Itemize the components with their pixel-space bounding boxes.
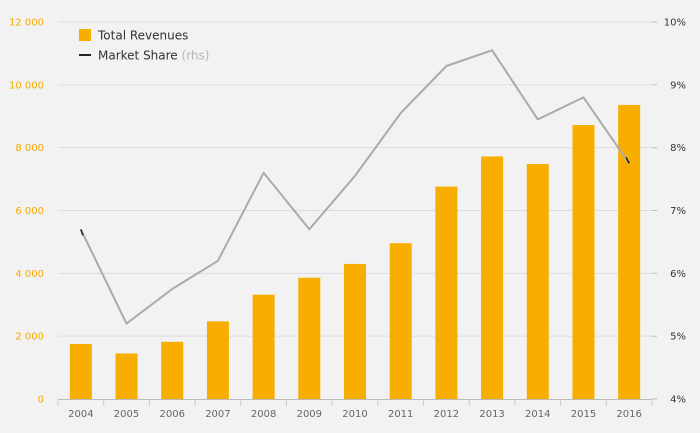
left-tick-label: 4 000 [15, 269, 44, 280]
legend-market-share-name: Market Share [98, 49, 178, 63]
market-share-line [79, 49, 631, 325]
x-tick-label-2015: 2015 [571, 409, 596, 420]
x-tick-label-2008: 2008 [251, 409, 276, 420]
revenue-bar-2014 [526, 164, 549, 399]
left-tick-label: 6 000 [15, 206, 44, 217]
revenue-bar-2010 [344, 263, 366, 399]
revenue-bar-2009 [298, 277, 321, 399]
right-tick-label: 6% [670, 269, 686, 280]
left-tick-label: 8 000 [15, 143, 44, 154]
market-share-line-group [79, 49, 631, 325]
legend-label-market-share: Market Share (rhs) [98, 49, 209, 63]
right-tick-label: 4% [670, 395, 686, 406]
legend-market-share-suffix: (rhs) [182, 49, 210, 63]
left-tick-label: 2 000 [15, 332, 44, 343]
x-tick-label-2014: 2014 [525, 409, 550, 420]
revenue-bar-2005 [115, 353, 138, 399]
revenue-bar-2016 [618, 104, 641, 399]
x-tick-label-2004: 2004 [68, 409, 93, 420]
legend: Total Revenues Market Share (rhs) [79, 29, 209, 63]
legend-swatch-total-revenues [79, 29, 91, 41]
revenue-bar-2008 [252, 294, 275, 399]
x-tick-label-2016: 2016 [616, 409, 641, 420]
right-tick-label: 5% [670, 332, 686, 343]
revenue-bar-2012 [435, 186, 458, 399]
revenue-bar-2013 [481, 156, 504, 399]
revenue-bar-2006 [161, 341, 184, 399]
x-tick-label-2010: 2010 [342, 409, 367, 420]
left-tick-label: 10 000 [9, 80, 44, 91]
x-tick-label-2012: 2012 [434, 409, 459, 420]
market-share-start-mark [80, 229, 84, 236]
x-axis: 2004 2005 2006 2007 2008 2009 2010 2011 2012 2013… [57, 399, 653, 420]
left-tick-label: 0 [38, 395, 44, 406]
revenue-bar-2011 [389, 243, 412, 399]
revenue-bar-2007 [206, 321, 229, 399]
right-tick-label: 7% [670, 206, 686, 217]
x-tick-label-2011: 2011 [388, 409, 413, 420]
legend-label-total-revenues: Total Revenues [97, 29, 188, 43]
left-tick-label: 12 000 [9, 18, 44, 29]
revenue-bars [69, 104, 641, 400]
right-tick-label: 8% [670, 143, 686, 154]
right-tick-label: 9% [670, 80, 686, 91]
x-tick-label-2009: 2009 [297, 409, 322, 420]
right-axis: 4% 5% 6% 7% 8% 9% 10% [652, 18, 686, 406]
x-tick-label-2006: 2006 [160, 409, 185, 420]
revenue-bar-2004 [69, 344, 92, 399]
revenue-bar-2015 [572, 125, 595, 400]
market-share-end-mark [625, 157, 630, 164]
x-tick-label-2013: 2013 [479, 409, 504, 420]
x-tick-label-2007: 2007 [205, 409, 230, 420]
right-tick-label: 10% [664, 18, 686, 29]
left-axis: 0 2 000 4 000 6 000 8 000 10 000 12 000 [9, 18, 44, 406]
x-tick-label-2005: 2005 [114, 409, 139, 420]
